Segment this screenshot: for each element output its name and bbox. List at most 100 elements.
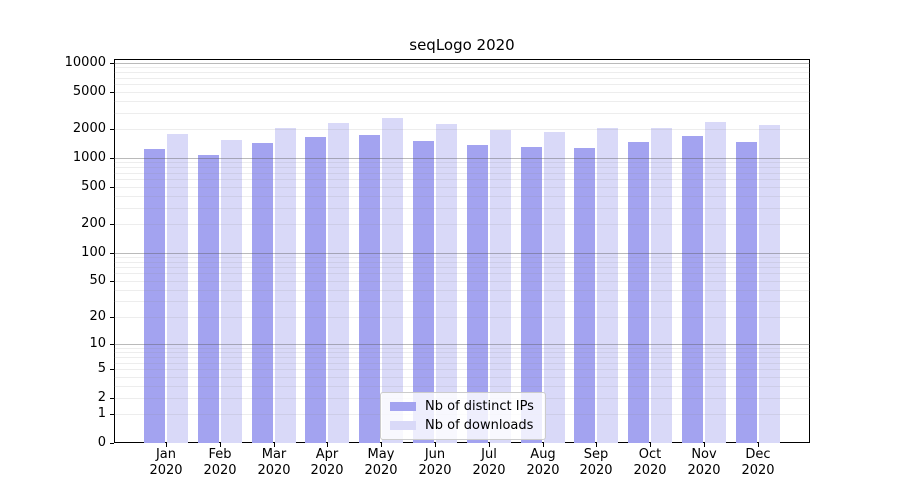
x-label-year: 2020 — [310, 463, 344, 478]
gridline-minor — [114, 369, 810, 371]
bar-distinct-ips-may — [359, 134, 380, 443]
y-axis-tick-label: 1 — [97, 406, 106, 422]
bar-distinct-ips-apr — [305, 136, 326, 443]
gridline-major — [114, 63, 810, 64]
y-axis-tick-label: 1000 — [72, 150, 106, 165]
x-axis-tick-label: Nov 2020 — [676, 447, 732, 479]
x-axis-tick-label: May 2020 — [353, 447, 409, 479]
gridline-major — [114, 158, 810, 159]
gridline-minor — [114, 195, 810, 197]
x-axis-tick — [758, 443, 759, 447]
gridline-minor — [114, 67, 810, 69]
x-axis-tick — [650, 443, 651, 447]
bar-downloads-nov — [705, 121, 726, 443]
gridline-minor — [114, 207, 810, 209]
legend-item-downloads: Nb of downloads — [390, 418, 534, 433]
bar-downloads-jul — [490, 129, 511, 443]
x-label-month: Jan — [155, 447, 177, 462]
y-axis-tick-label: 50 — [89, 272, 106, 288]
x-axis-tick-label: Sep 2020 — [568, 447, 624, 479]
y-axis-tick — [110, 252, 114, 254]
gridline-minor — [114, 256, 810, 258]
bar-downloads-jun — [436, 123, 457, 443]
gridline-minor — [114, 352, 810, 354]
x-axis-tick-label: Jun 2020 — [407, 447, 463, 479]
x-label-year: 2020 — [257, 463, 291, 478]
gridline-minor — [114, 289, 810, 291]
legend: Nb of distinct IPs Nb of downloads — [380, 392, 546, 440]
x-axis-tick-label: Apr 2020 — [299, 447, 355, 479]
y-axis-tick — [110, 443, 114, 444]
y-axis-tick — [110, 317, 114, 319]
y-axis-tick-label: 5000 — [72, 83, 106, 99]
bar-distinct-ips-feb — [198, 154, 219, 443]
x-axis-tick — [274, 443, 275, 447]
y-axis-tick-label: 2000 — [72, 121, 106, 137]
x-axis-tick-label: Jan 2020 — [138, 447, 194, 479]
x-axis-tick — [704, 443, 705, 447]
x-label-month: Nov — [691, 447, 717, 462]
x-axis-tick — [489, 443, 490, 447]
gridline-minor — [114, 357, 810, 359]
y-axis-tick-label: 20 — [89, 309, 106, 325]
y-axis-tick-label: 10 — [89, 336, 106, 352]
y-axis-tick-label: 10000 — [64, 55, 106, 70]
bar-distinct-ips-jul — [467, 144, 488, 443]
x-label-month: Jul — [481, 447, 497, 462]
x-label-month: Oct — [638, 447, 662, 462]
gridline-minor — [114, 362, 810, 364]
y-axis-tick — [110, 63, 114, 64]
x-axis-tick — [220, 443, 221, 447]
x-label-year: 2020 — [526, 463, 560, 478]
gridline-minor — [114, 186, 810, 188]
x-axis-tick — [543, 443, 544, 447]
gridline-minor — [114, 167, 810, 169]
gridline-minor — [114, 77, 810, 79]
x-label-month: Feb — [208, 447, 232, 462]
bar-downloads-feb — [221, 139, 242, 443]
x-axis-tick-label: Aug 2020 — [515, 447, 571, 479]
legend-item-distinct-ips: Nb of distinct IPs — [390, 399, 534, 414]
gridline-minor — [114, 172, 810, 174]
gridline-minor — [114, 273, 810, 275]
y-axis-tick — [110, 280, 114, 282]
legend-swatch-distinct-ips — [390, 402, 416, 411]
x-axis-tick — [596, 443, 597, 447]
legend-label-distinct-ips: Nb of distinct IPs — [425, 399, 534, 414]
x-label-month: Dec — [745, 447, 771, 462]
x-label-month: Mar — [261, 447, 287, 462]
gridline-major — [114, 252, 810, 254]
x-label-year: 2020 — [687, 463, 721, 478]
bar-downloads-dec — [759, 124, 780, 443]
y-axis-tick-label: 2 — [97, 389, 106, 405]
gridline-minor — [114, 385, 810, 387]
bar-distinct-ips-aug — [521, 147, 542, 443]
x-label-year: 2020 — [741, 463, 775, 478]
x-label-year: 2020 — [633, 463, 667, 478]
x-axis-tick-label: Mar 2020 — [246, 447, 302, 479]
legend-swatch-downloads — [390, 421, 416, 430]
bar-downloads-jan — [167, 134, 188, 443]
y-axis-tick — [110, 186, 114, 188]
x-axis-tick-label: Dec 2020 — [730, 447, 786, 479]
y-axis-tick — [110, 369, 114, 371]
bar-downloads-mar — [275, 127, 296, 443]
y-axis-tick — [110, 158, 114, 159]
gridline-minor — [114, 348, 810, 349]
x-label-month: Jun — [424, 447, 446, 462]
gridline-minor — [114, 112, 810, 114]
bar-downloads-sep — [597, 127, 618, 443]
x-label-year: 2020 — [579, 463, 613, 478]
gridline-minor — [114, 261, 810, 263]
gridline-minor — [114, 301, 810, 303]
gridline-minor — [114, 72, 810, 74]
y-axis-tick — [110, 344, 114, 346]
x-label-year: 2020 — [472, 463, 506, 478]
gridline-minor — [114, 317, 810, 319]
bar-distinct-ips-mar — [252, 142, 273, 443]
gridline-minor — [114, 129, 810, 131]
gridline-minor — [114, 91, 810, 93]
bar-distinct-ips-jan — [144, 149, 165, 443]
x-label-month: Aug — [530, 447, 556, 462]
